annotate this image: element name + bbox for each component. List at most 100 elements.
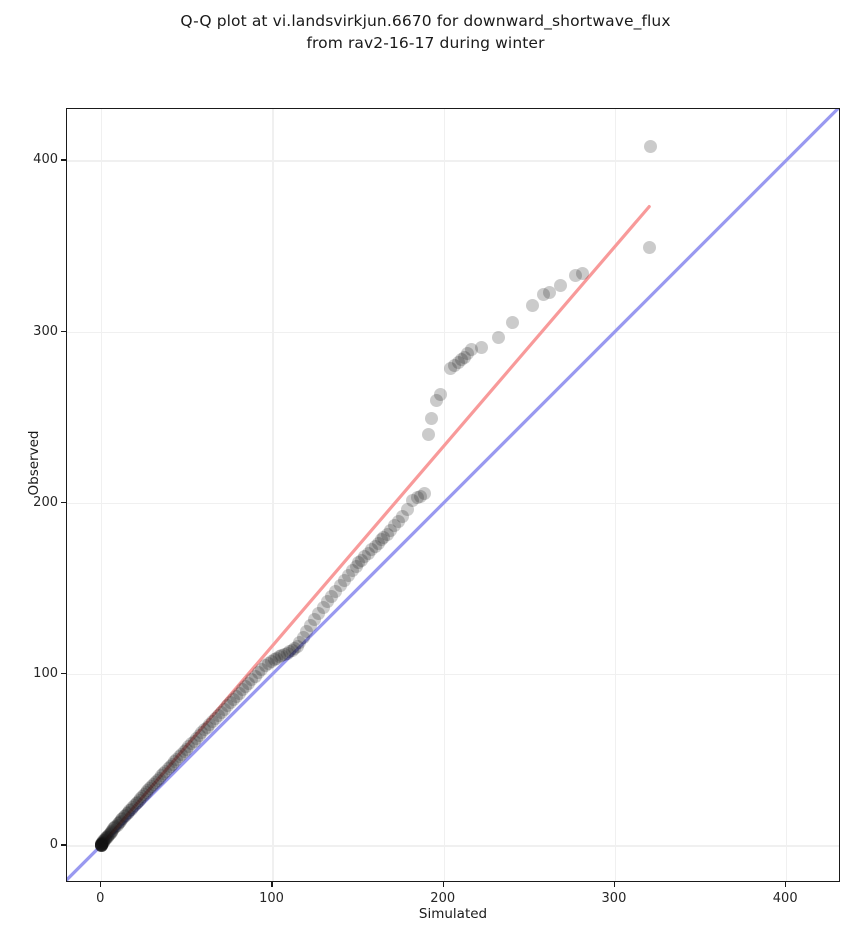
scatter-point xyxy=(106,823,120,837)
scatter-point xyxy=(153,771,167,785)
scatter-point xyxy=(159,764,173,778)
scatter-point xyxy=(300,624,314,638)
scatter-point xyxy=(121,805,135,819)
scatter-point xyxy=(220,699,234,713)
scatter-point xyxy=(414,489,428,503)
scatter-point xyxy=(102,827,116,841)
scatter-point xyxy=(235,683,249,697)
plot-area xyxy=(66,108,840,882)
scatter-point xyxy=(643,140,657,154)
scatter-point xyxy=(272,650,286,664)
scatter-point xyxy=(107,822,121,836)
scatter-point xyxy=(139,786,153,800)
x-tick-label: 400 xyxy=(772,891,798,906)
scatter-point xyxy=(115,813,129,827)
scatter-point xyxy=(157,767,171,781)
scatter-point xyxy=(94,838,108,852)
scatter-point xyxy=(374,533,388,547)
scatter-point xyxy=(95,836,109,850)
y-tick-mark xyxy=(61,673,66,675)
scatter-point xyxy=(303,618,317,632)
y-axis-label: Observed xyxy=(26,430,42,496)
gridline-horizontal xyxy=(67,674,839,676)
scatter-point xyxy=(143,782,157,796)
y-tick-mark xyxy=(61,330,66,332)
scatter-point xyxy=(95,836,109,850)
scatter-point xyxy=(391,515,405,529)
scatter-point xyxy=(124,802,138,816)
scatter-point xyxy=(163,760,177,774)
scatter-point xyxy=(217,702,231,716)
y-tick-label: 0 xyxy=(49,837,58,853)
scatter-point xyxy=(526,299,540,313)
scatter-point xyxy=(129,797,143,811)
x-tick-label: 200 xyxy=(430,891,456,906)
scatter-point xyxy=(111,817,125,831)
scatter-point xyxy=(190,731,204,745)
scatter-point xyxy=(329,584,343,598)
scatter-point xyxy=(119,808,133,822)
gridline-vertical xyxy=(272,109,274,881)
scatter-point xyxy=(232,686,246,700)
scatter-point xyxy=(94,838,108,852)
scatter-point xyxy=(270,651,284,665)
gridline-horizontal xyxy=(67,845,839,847)
scatter-point xyxy=(96,836,110,850)
scatter-point xyxy=(474,341,488,355)
y-tick-mark xyxy=(61,501,66,504)
scatter-point xyxy=(346,563,360,577)
scatter-point xyxy=(277,647,291,661)
scatter-point xyxy=(267,653,281,667)
scatter-point xyxy=(99,832,113,846)
scatter-point xyxy=(208,711,222,725)
x-tick-mark xyxy=(100,882,102,887)
scatter-point xyxy=(206,714,220,728)
scatter-point xyxy=(290,639,304,653)
scatter-point xyxy=(214,705,228,719)
scatter-point xyxy=(123,804,137,818)
scatter-point xyxy=(255,662,269,676)
scatter-point xyxy=(105,824,119,838)
scatter-point xyxy=(187,734,201,748)
gridline-vertical xyxy=(786,109,788,881)
scatter-point xyxy=(94,838,108,852)
scatter-point xyxy=(536,288,550,302)
scatter-point xyxy=(242,676,256,690)
x-tick-mark xyxy=(271,882,273,887)
gridline-horizontal xyxy=(67,331,839,333)
scatter-point xyxy=(320,594,334,608)
identity-line xyxy=(67,109,839,881)
scatter-point xyxy=(283,645,297,659)
scatter-point xyxy=(96,835,110,849)
scatter-point xyxy=(126,800,140,814)
scatter-series xyxy=(67,109,839,881)
scatter-point xyxy=(114,814,128,828)
scatter-point xyxy=(461,346,475,360)
scatter-point xyxy=(112,816,126,830)
scatter-point xyxy=(275,649,289,663)
gridline-vertical xyxy=(443,109,445,881)
scatter-point xyxy=(553,278,567,292)
scatter-point xyxy=(165,757,179,771)
scatter-point xyxy=(425,411,439,425)
scatter-point xyxy=(134,791,148,805)
scatter-point xyxy=(109,819,123,833)
scatter-point xyxy=(226,693,240,707)
scatter-point xyxy=(95,837,109,851)
scatter-point xyxy=(94,838,108,852)
scatter-point xyxy=(120,807,134,821)
scatter-point xyxy=(127,799,141,813)
scatter-point xyxy=(433,387,447,401)
scatter-point xyxy=(349,559,363,573)
scatter-point xyxy=(248,669,262,683)
scatter-point xyxy=(543,285,557,299)
scatter-point xyxy=(147,778,161,792)
scatter-point xyxy=(361,546,375,560)
scatter-point xyxy=(296,630,310,644)
scatter-point xyxy=(99,831,113,845)
chart-title: Q-Q plot at vi.landsvirkjun.6670 for dow… xyxy=(180,12,671,52)
scatter-point xyxy=(358,550,372,564)
scatter-point xyxy=(365,543,379,557)
scatter-point xyxy=(372,536,386,550)
scatter-point xyxy=(198,723,211,737)
